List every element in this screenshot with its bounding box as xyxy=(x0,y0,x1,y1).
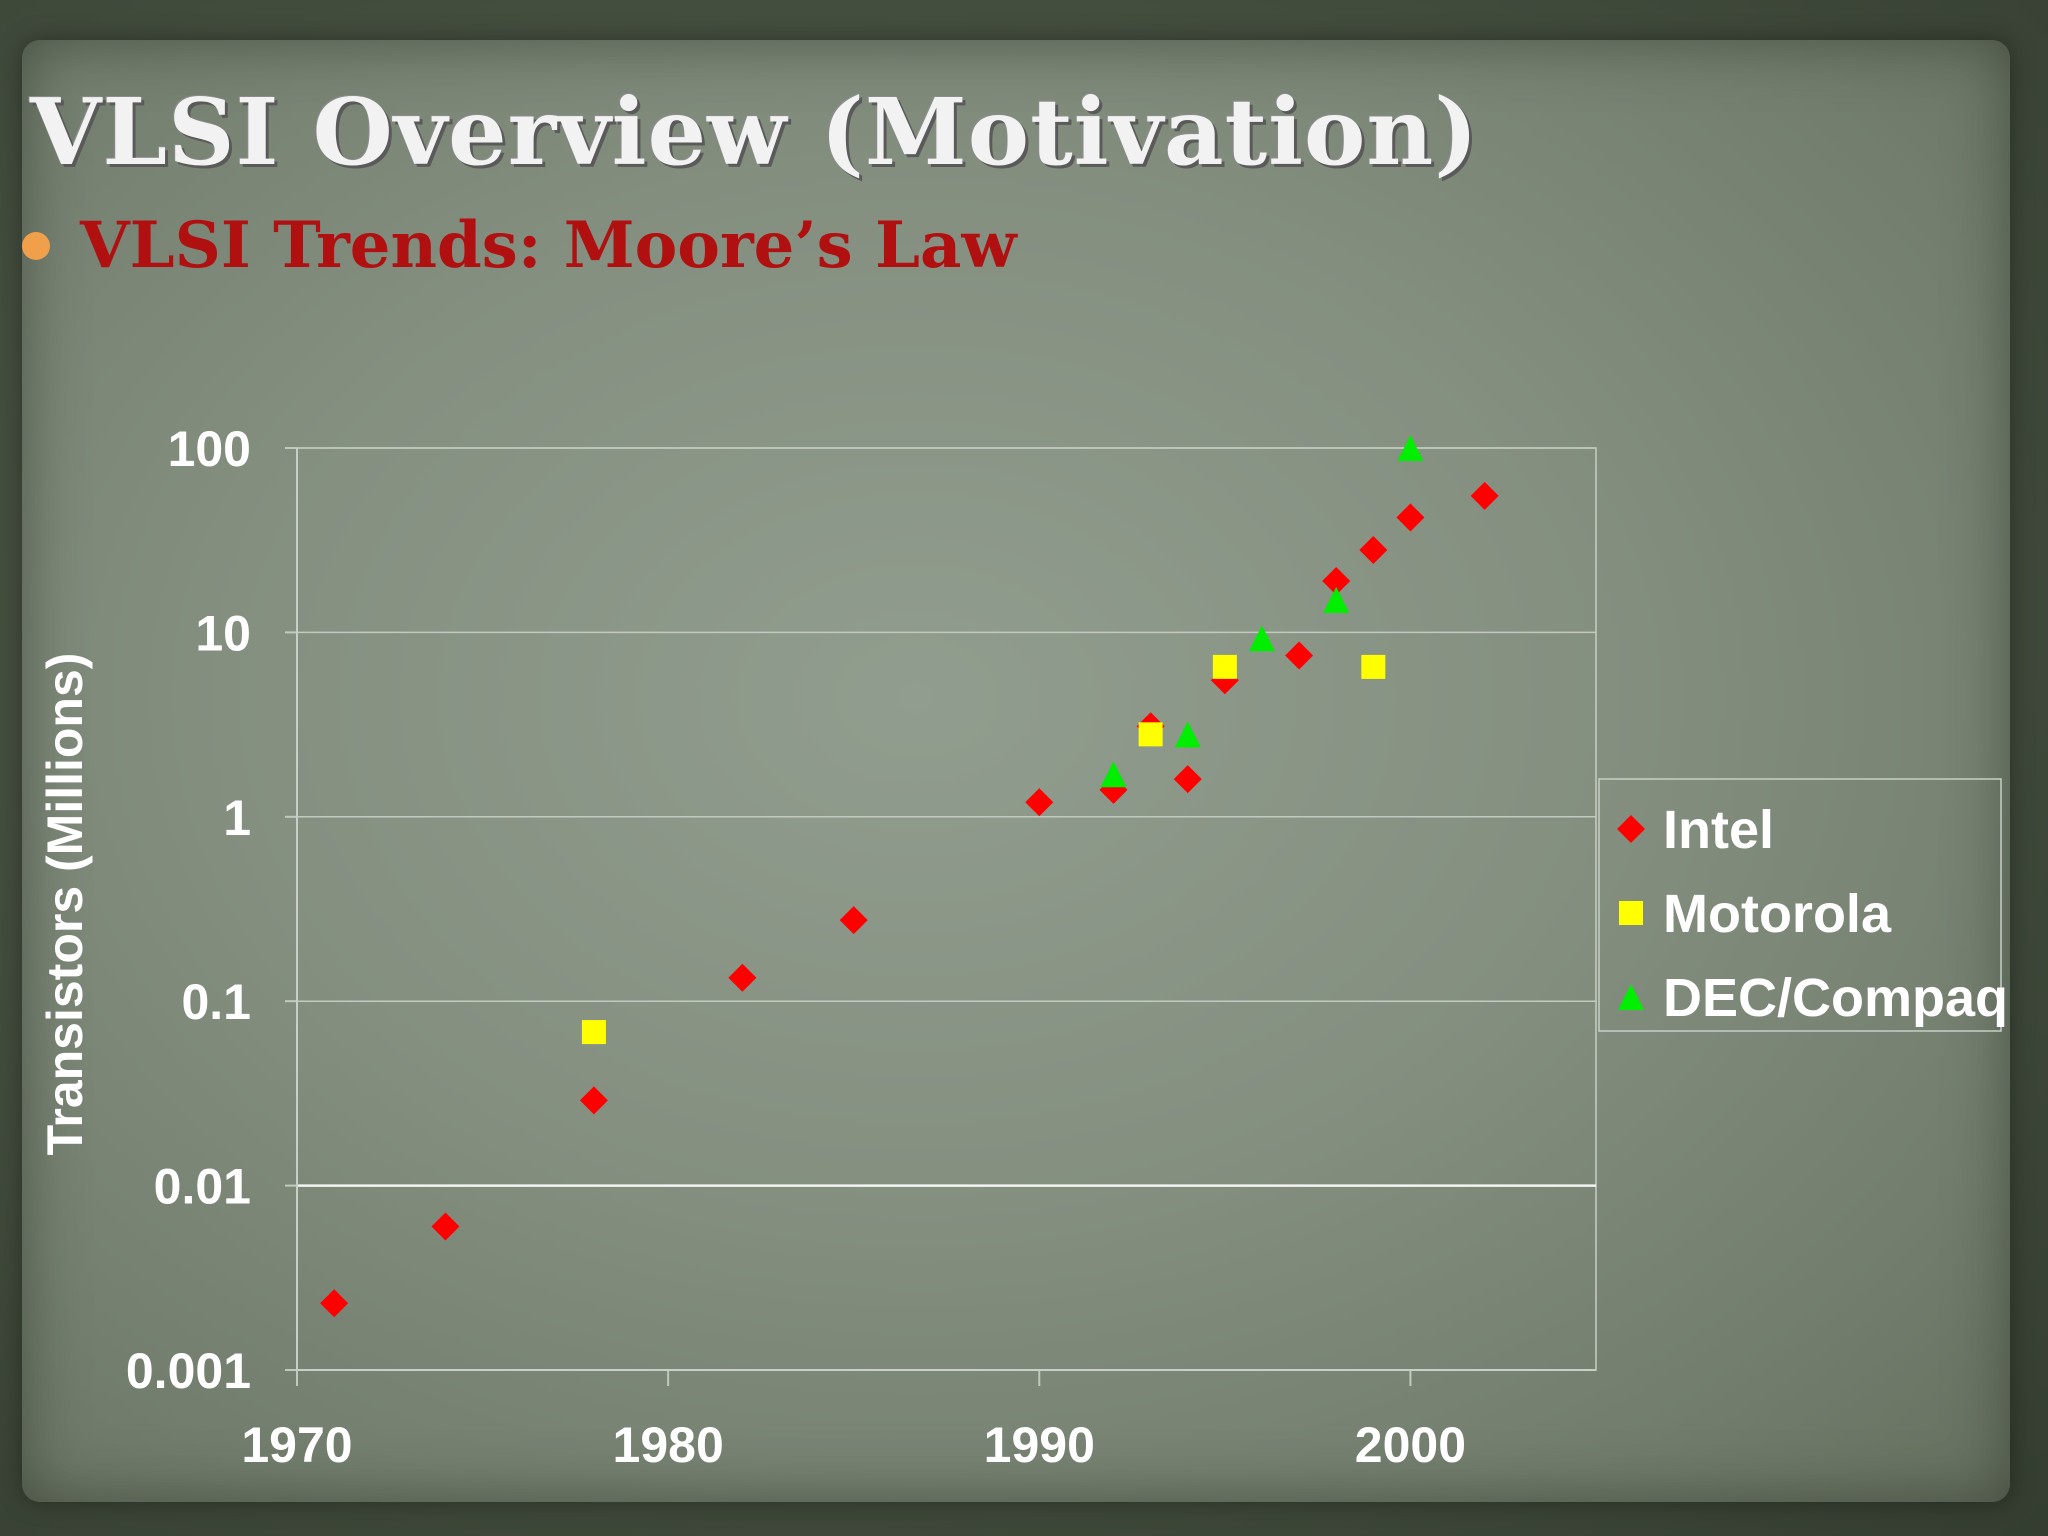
data-point xyxy=(579,1086,608,1115)
series-dec-compaq xyxy=(1100,435,1424,788)
x-tick-label: 1980 xyxy=(613,1417,724,1473)
data-point xyxy=(1397,435,1424,461)
data-point xyxy=(320,1289,349,1318)
x-tick-label: 1990 xyxy=(984,1417,1095,1473)
data-point xyxy=(1396,503,1425,532)
legend-label: Intel xyxy=(1663,800,1774,860)
y-tick-label: 1 xyxy=(223,790,251,846)
y-tick-label: 10 xyxy=(195,605,251,661)
legend: Intel Motorola DEC/Compaq xyxy=(1598,778,2008,1032)
data-point xyxy=(1361,654,1386,679)
y-tick-label: 0.1 xyxy=(181,974,251,1030)
data-point xyxy=(1174,721,1201,748)
data-point xyxy=(728,963,757,992)
slide-title: VLSI Overview (Motivation) xyxy=(30,78,1479,186)
y-axis-title: Transistors (Millions) xyxy=(37,653,93,1156)
data-point xyxy=(1025,788,1054,817)
data-point xyxy=(839,906,868,935)
y-tick-label: 0.001 xyxy=(126,1343,251,1399)
legend-marker xyxy=(1619,901,1643,925)
data-point xyxy=(1285,641,1314,670)
legend-label: DEC/Compaq xyxy=(1663,968,2008,1028)
series-motorola xyxy=(581,654,1386,1045)
slide-bullet-text: VLSI Trends: Moore’s Law xyxy=(80,208,1017,283)
data-points xyxy=(320,435,1499,1318)
plot-border xyxy=(296,447,1597,1371)
data-point xyxy=(1248,625,1275,652)
y-tick-label: 100 xyxy=(168,421,251,477)
x-axis: 1970 1980 1990 2000 xyxy=(241,1369,1596,1473)
data-point xyxy=(1173,765,1202,794)
data-point xyxy=(1323,586,1350,613)
series-intel xyxy=(320,481,1499,1318)
legend-marker xyxy=(1617,815,1645,843)
plot-area xyxy=(296,447,1597,1371)
data-point xyxy=(1100,761,1127,788)
slide-background xyxy=(22,40,2010,1502)
y-axis: 0.001 0.01 0.1 1 10 100 xyxy=(126,421,298,1399)
y-tick-label: 0.01 xyxy=(154,1159,251,1215)
legend-marker xyxy=(1618,984,1644,1010)
bullet-icon xyxy=(22,232,50,260)
data-point xyxy=(1212,654,1237,679)
data-point xyxy=(431,1212,460,1241)
data-point xyxy=(581,1020,606,1045)
x-tick-label: 2000 xyxy=(1355,1417,1466,1473)
data-point xyxy=(1359,535,1388,564)
data-point xyxy=(1138,722,1163,747)
data-point xyxy=(1322,566,1351,595)
data-point xyxy=(1470,481,1499,510)
x-tick-label: 1970 xyxy=(241,1417,352,1473)
legend-label: Motorola xyxy=(1663,884,1892,944)
legend-box xyxy=(1598,778,2002,1032)
